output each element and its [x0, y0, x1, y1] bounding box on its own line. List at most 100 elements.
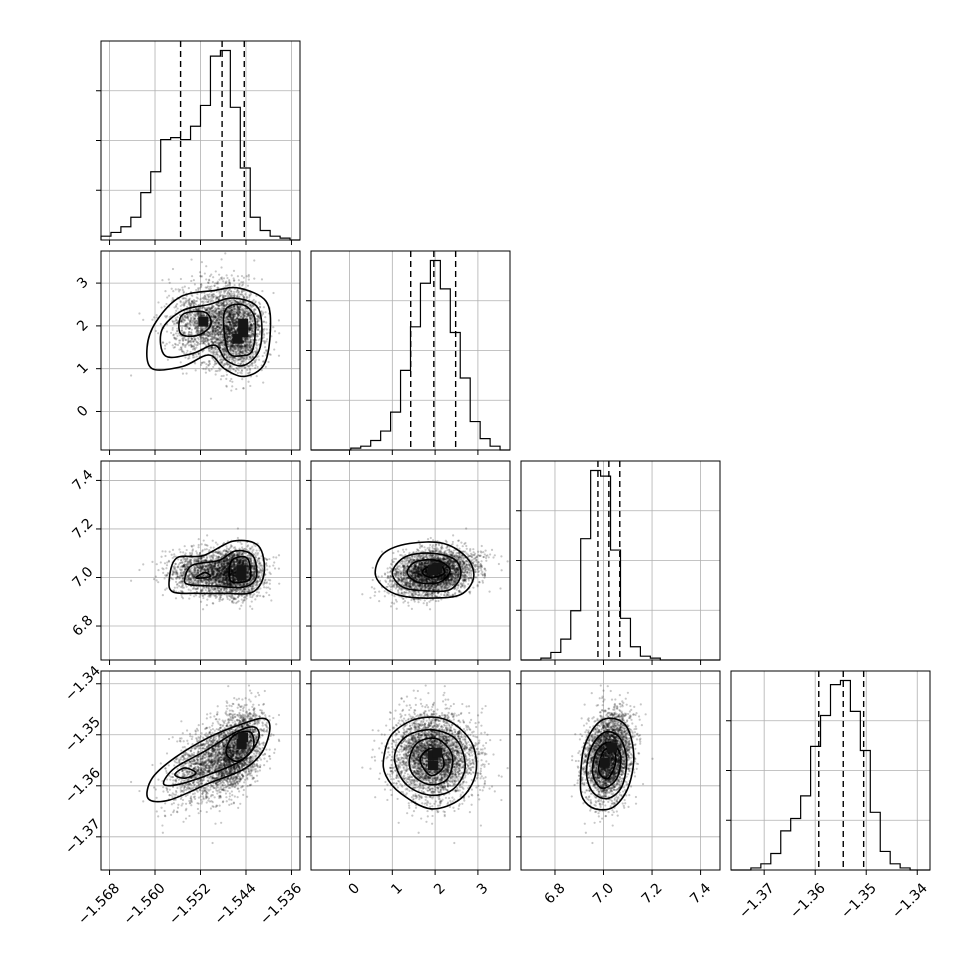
sample-point [192, 574, 196, 577]
sample-point [232, 315, 235, 318]
sample-point [265, 321, 268, 324]
sample-point [224, 332, 228, 335]
sample-point [234, 325, 237, 329]
sample-point [197, 353, 200, 356]
sample-point [184, 345, 187, 349]
sample-point [207, 364, 210, 367]
sample-point [255, 294, 258, 297]
sample-point [205, 286, 208, 289]
sample-point [235, 317, 238, 321]
sample-point [224, 289, 227, 292]
sample-point [247, 303, 250, 306]
sample-point [193, 337, 196, 340]
sample-point [189, 578, 193, 581]
sample-point [233, 313, 236, 316]
sample-point [250, 325, 254, 328]
sample-point [181, 342, 184, 345]
sample-point [215, 303, 218, 306]
sample-point [171, 320, 175, 324]
sample-point [254, 350, 257, 353]
sample-point [184, 323, 187, 326]
sample-point [245, 356, 248, 360]
sample-point [210, 341, 213, 344]
sample-point [199, 336, 202, 339]
sample-point [195, 552, 199, 555]
sample-point [238, 350, 242, 354]
sample-point [225, 567, 228, 570]
sample-point [203, 294, 207, 297]
sample-point [205, 300, 208, 303]
sample-point [225, 384, 228, 387]
sample-point [194, 582, 197, 585]
histogram-outline [521, 469, 720, 661]
sample-point [196, 308, 199, 311]
sample-point [250, 315, 253, 318]
sample-point [190, 279, 193, 283]
sample-point [211, 293, 214, 296]
sample-point [212, 349, 215, 352]
sample-point [234, 584, 237, 587]
sample-point [225, 332, 228, 335]
sample-point [261, 354, 264, 358]
sample-point [231, 570, 235, 573]
sample-point [205, 278, 208, 281]
sample-point [193, 317, 196, 321]
sample-point [230, 328, 233, 331]
sample-point [229, 555, 232, 559]
sample-point [236, 563, 240, 566]
sample-point [248, 342, 251, 345]
sample-point [229, 312, 232, 315]
sample-point [235, 331, 238, 334]
sample-point [186, 315, 189, 318]
sample-point [190, 339, 193, 342]
sample-point [202, 361, 205, 364]
sample-point [215, 338, 219, 341]
sample-point [188, 578, 192, 581]
sample-point [239, 584, 242, 587]
sample-point [187, 315, 190, 318]
sample-point [259, 331, 262, 334]
sample-point [252, 568, 255, 571]
sample-point [218, 582, 221, 586]
sample-point [232, 349, 235, 352]
sample-point [193, 356, 196, 359]
sample-point [246, 572, 249, 575]
sample-point [249, 344, 252, 347]
sample-point [240, 356, 244, 359]
sample-point [184, 324, 188, 327]
sample-point [234, 329, 237, 333]
sample-point [210, 307, 214, 310]
sample-point [234, 572, 237, 575]
sample-point [235, 321, 238, 324]
sample-point [225, 316, 228, 320]
sample-point [180, 320, 183, 323]
sample-point [224, 328, 227, 331]
sample-point [249, 350, 252, 353]
sample-point [231, 555, 234, 558]
sample-point [220, 572, 223, 575]
sample-point [225, 316, 229, 319]
sample-point [189, 319, 193, 322]
sample-point [183, 297, 186, 300]
sample-point [230, 596, 233, 599]
sample-point [206, 556, 209, 559]
sample-point [198, 557, 201, 560]
sample-point [234, 347, 237, 350]
sample-point [204, 334, 208, 337]
sample-point [199, 557, 202, 560]
sample-point [241, 352, 244, 355]
sample-point [186, 322, 189, 325]
sample-point [249, 557, 252, 560]
sample-point [268, 565, 271, 568]
sample-point [238, 306, 241, 309]
sample-point [183, 319, 187, 322]
sample-point [221, 339, 224, 342]
sample-point [221, 340, 224, 343]
sample-point [231, 331, 234, 335]
sample-point [230, 328, 234, 331]
sample-point [256, 315, 260, 318]
sample-point [165, 574, 168, 578]
sample-point [240, 356, 243, 359]
sample-point [219, 301, 223, 304]
sample-point [232, 560, 235, 563]
